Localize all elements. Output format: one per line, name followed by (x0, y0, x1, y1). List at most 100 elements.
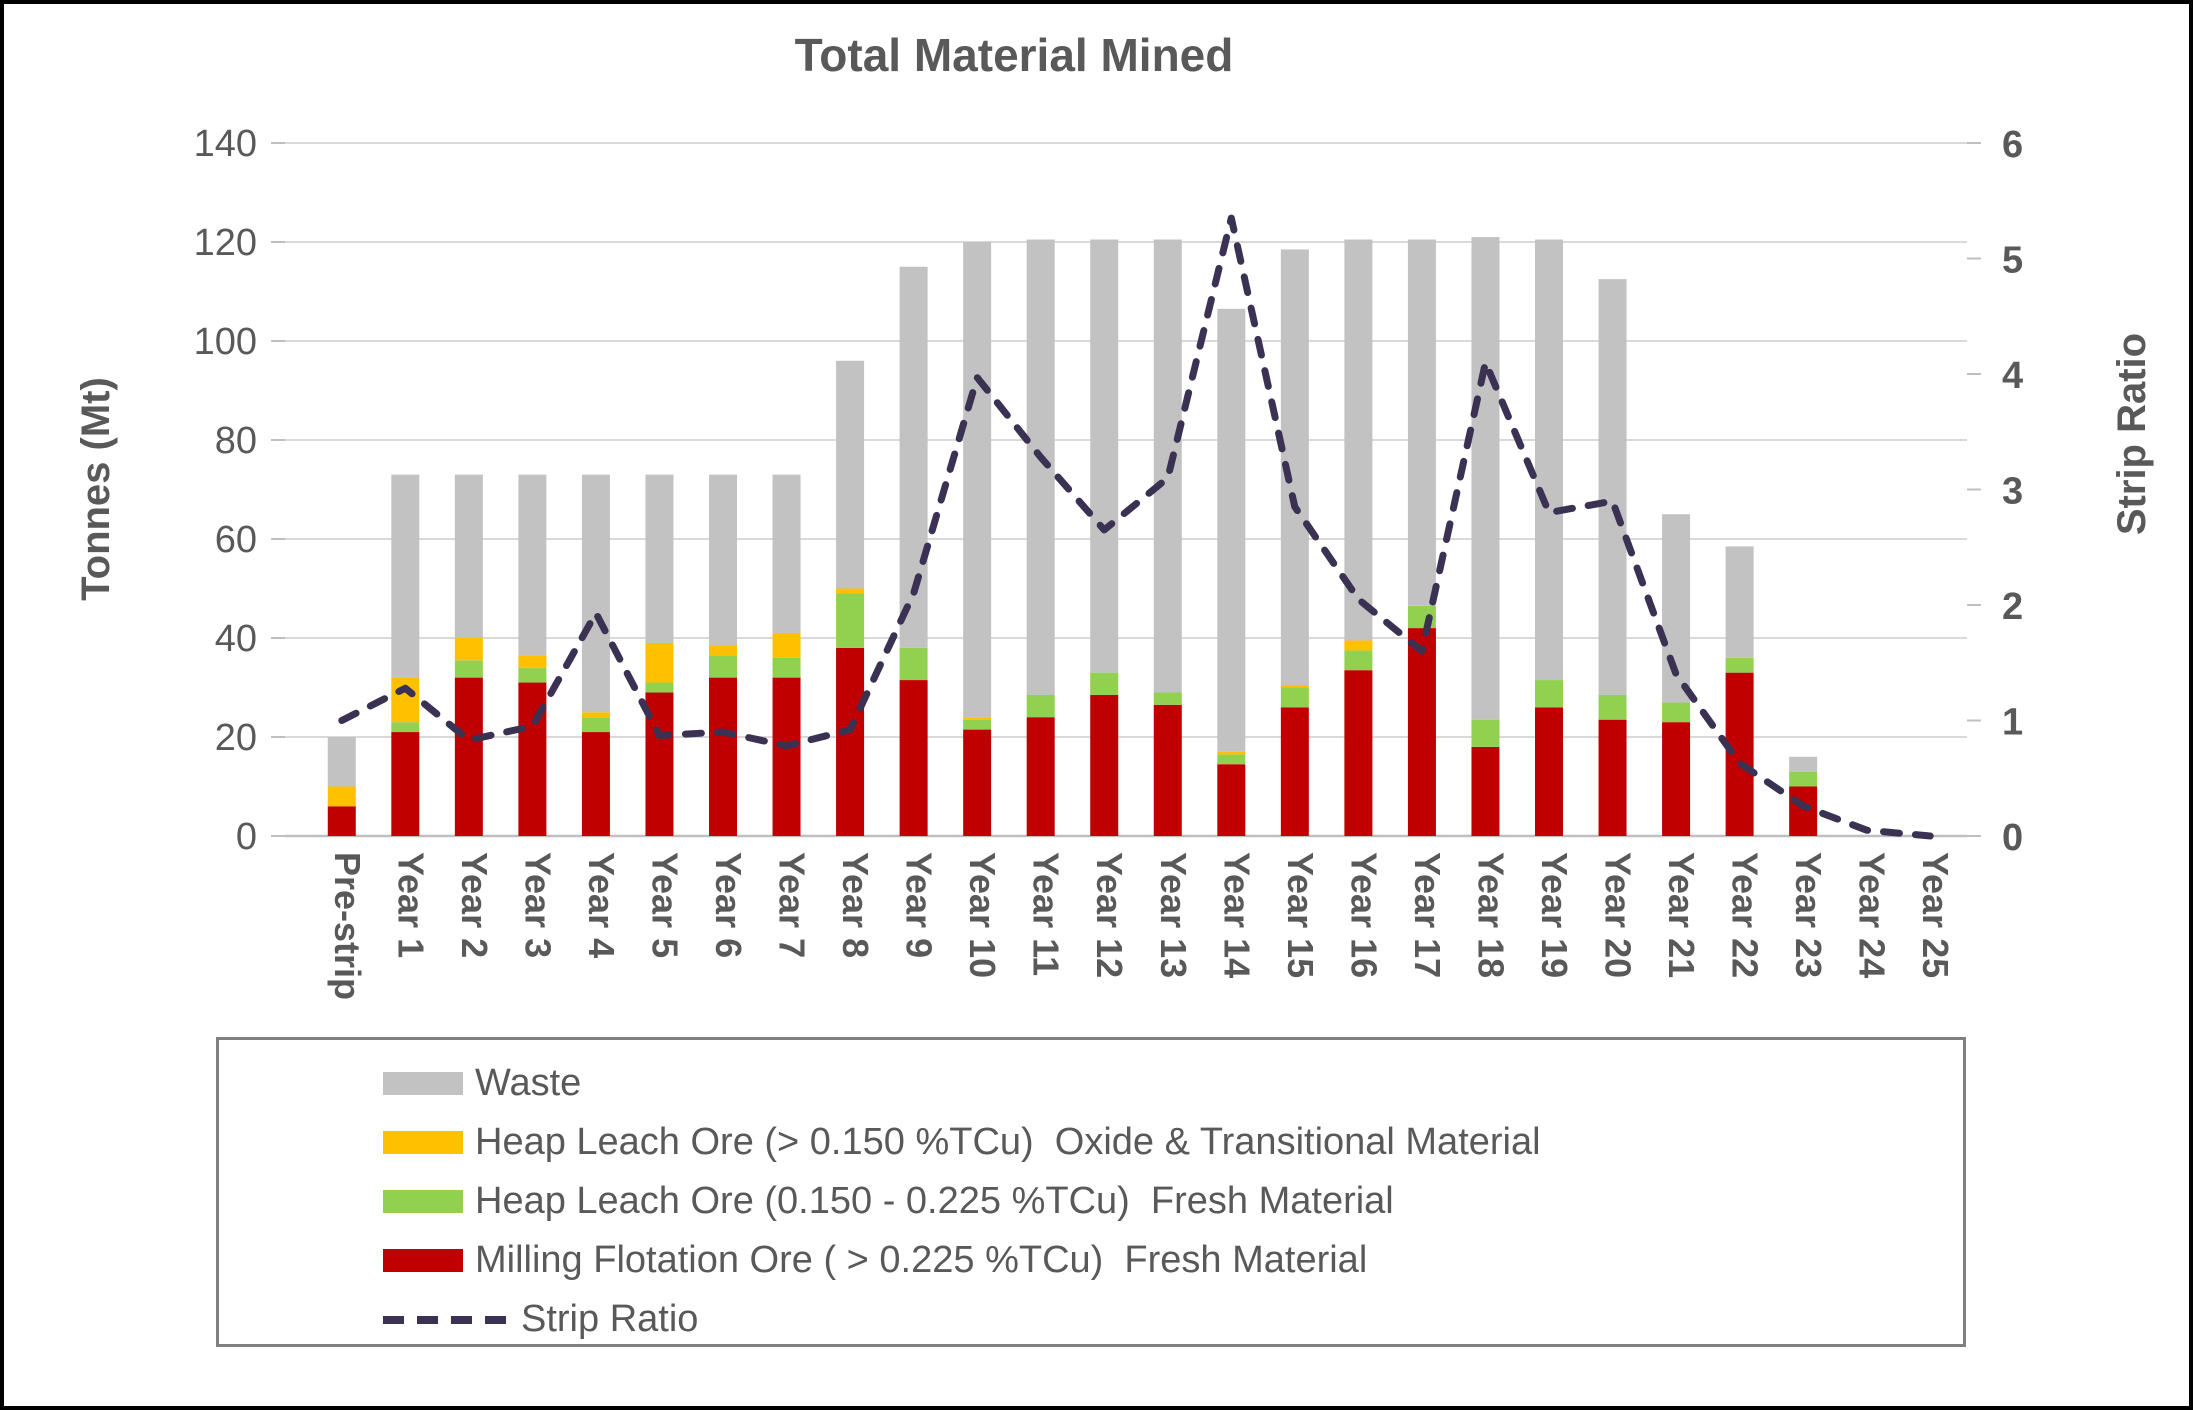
legend-item-milling-flotation: Milling Flotation Ore ( > 0.225 %TCu) Fr… (219, 1231, 1963, 1290)
bar-segment (454, 638, 483, 661)
bar-segment (1280, 687, 1309, 708)
bar-segment (1026, 717, 1055, 836)
legend-item-heap-leach-oxide: Heap Leach Ore (> 0.150 %TCu) Oxide & Tr… (219, 1113, 1963, 1172)
bar-segment (772, 677, 801, 836)
x-axis-category-label: Year 9 (899, 852, 940, 958)
bar-segment (645, 682, 674, 693)
bar-segment (391, 722, 420, 733)
bar-segment (963, 729, 992, 836)
bar-segment (1725, 657, 1754, 673)
bar-segment (1535, 707, 1563, 836)
bar-segment (581, 712, 610, 718)
x-axis-category-label: Year 24 (1852, 852, 1893, 978)
bar-segment (709, 645, 737, 656)
left-axis-tick-label: 20 (215, 717, 257, 759)
bar-segment (772, 657, 801, 678)
x-axis-category-label: Year 18 (1470, 852, 1511, 978)
bar-segment (1344, 640, 1373, 651)
x-axis-category-label: Year 22 (1725, 852, 1766, 978)
bar-segment (1280, 685, 1309, 688)
bar-segment (772, 474, 801, 634)
right-axis-tick-label: 4 (2002, 355, 2023, 397)
bar-segment (391, 474, 420, 678)
bar-segment (709, 655, 737, 678)
bar-segment (709, 677, 737, 836)
bar-segment (836, 593, 865, 648)
bar-segment (391, 732, 420, 836)
x-axis-category-label: Year 23 (1788, 852, 1829, 978)
bar-segment (709, 474, 737, 646)
legend-item-heap-leach-fresh: Heap Leach Ore (0.150 - 0.225 %TCu) Fres… (219, 1172, 1963, 1231)
x-axis-category-label: Year 8 (835, 852, 876, 958)
legend-item-waste: Waste (219, 1054, 1963, 1113)
left-axis-tick-label: 40 (215, 618, 257, 660)
right-axis-tick-label: 6 (2002, 124, 2023, 166)
bar-segment (645, 642, 674, 683)
right-axis-tick-label: 0 (2002, 817, 2023, 859)
x-axis-category-label: Year 21 (1661, 852, 1702, 978)
x-axis-category-label: Year 6 (708, 852, 749, 958)
bar-segment (518, 474, 547, 656)
bar-segment (1725, 546, 1754, 658)
bar-segment (1789, 756, 1818, 772)
bar-segment (1471, 719, 1500, 747)
x-axis-category-label: Year 10 (962, 852, 1003, 978)
x-axis-category-label: Year 20 (1598, 852, 1639, 978)
right-axis-tick-label: 2 (2002, 586, 2023, 628)
x-axis-category-label: Year 4 (581, 852, 622, 958)
right-axis-tick-label: 5 (2002, 240, 2023, 282)
heap-leach-fresh-swatch-icon (383, 1190, 463, 1213)
x-axis-category-label: Year 15 (1280, 852, 1321, 978)
bar-segment (1090, 239, 1119, 673)
x-axis-category-label: Year 5 (644, 852, 685, 958)
x-axis-category-label: Year 25 (1915, 852, 1956, 978)
bar-segment (1598, 694, 1627, 720)
bar-segment (899, 647, 928, 681)
bar-segment (836, 588, 865, 594)
right-axis-tick-label: 3 (2002, 471, 2023, 513)
x-axis-category-label: Year 3 (517, 852, 558, 958)
bar-segment (899, 680, 928, 836)
bar-segment (1217, 764, 1246, 836)
bar-segment (1344, 239, 1373, 641)
bar-segment (963, 717, 992, 720)
bar-segment (1217, 308, 1246, 752)
strip-ratio-line (338, 214, 1934, 840)
x-axis-category-label: Year 7 (772, 852, 813, 958)
bar-segment (327, 806, 356, 836)
bar-segment (1344, 670, 1373, 836)
chart-title: Total Material Mined (794, 29, 1234, 81)
heap-leach-oxide-swatch-icon (383, 1131, 463, 1154)
legend-label: Strip Ratio (521, 1298, 699, 1340)
bar-segment (581, 717, 610, 733)
milling-flotation-swatch-icon (383, 1249, 463, 1272)
bar-segment (1535, 239, 1563, 681)
x-axis-category-label: Year 13 (1153, 852, 1194, 978)
bar-segment (1280, 707, 1309, 836)
strip-ratio-dash-icon (383, 1315, 509, 1324)
bar-segment (1662, 722, 1691, 836)
bar-segment (581, 474, 610, 713)
legend-label: Milling Flotation Ore ( > 0.225 %TCu) Fr… (475, 1239, 1368, 1281)
bar-segment (454, 474, 483, 638)
bar-segment (1407, 239, 1436, 606)
left-axis-tick-label: 80 (215, 420, 257, 462)
legend-label: Heap Leach Ore (> 0.150 %TCu) Oxide & Tr… (475, 1121, 1541, 1163)
bar-segment (1217, 751, 1246, 755)
bar-segment (454, 677, 483, 836)
bar-segment (1789, 786, 1818, 836)
legend-label: Waste (475, 1062, 582, 1104)
bar-segment (327, 786, 356, 807)
bar-segment (1598, 719, 1627, 836)
bar-segment (836, 360, 865, 589)
bar-segment (1471, 237, 1500, 720)
bar-segment (1026, 239, 1055, 695)
x-axis-category-label: Year 2 (454, 852, 495, 958)
bar-segment (518, 655, 547, 668)
bar-segment (1789, 771, 1818, 787)
bar-segment (1217, 754, 1246, 765)
bar-segment (581, 732, 610, 836)
x-axis-category-label: Year 12 (1089, 852, 1130, 978)
bar-segment (963, 719, 992, 730)
